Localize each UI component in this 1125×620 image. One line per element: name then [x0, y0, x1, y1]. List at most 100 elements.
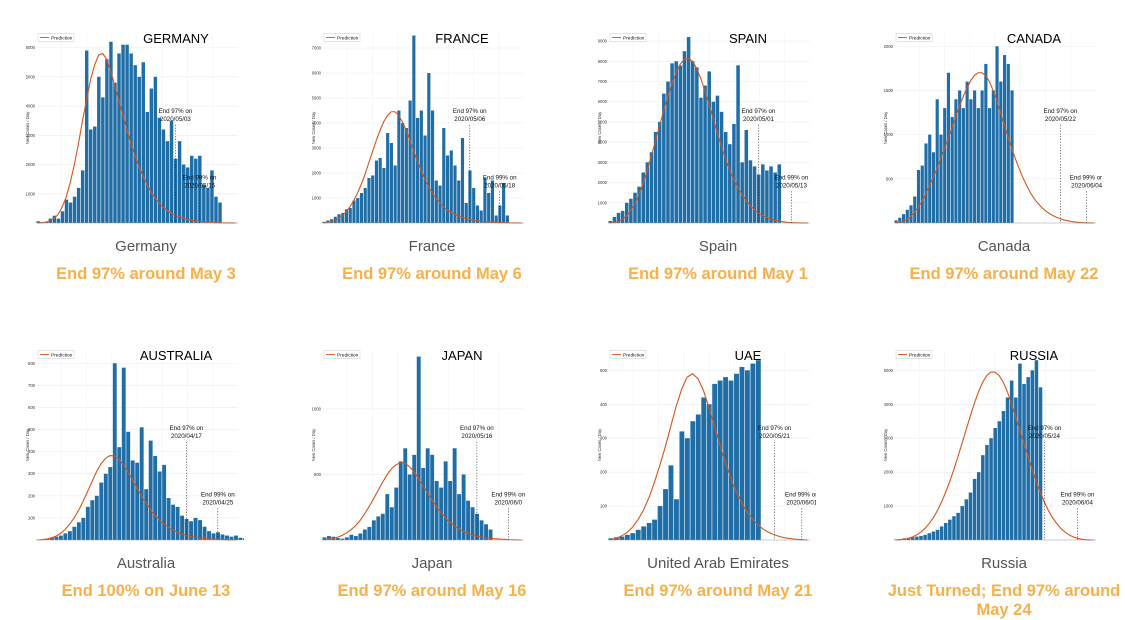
data-bar — [969, 493, 973, 541]
data-bar — [461, 138, 464, 223]
data-bar — [921, 166, 924, 223]
data-bar — [716, 96, 720, 223]
data-bar — [336, 538, 340, 540]
y-axis-label: New Cases / Day — [598, 428, 602, 461]
data-bar — [409, 101, 412, 224]
data-bar — [73, 197, 76, 223]
data-bar — [358, 533, 362, 540]
data-bar — [182, 165, 185, 223]
data-bar — [113, 83, 116, 223]
data-bar — [695, 67, 699, 223]
data-bar — [81, 170, 84, 223]
data-bar — [674, 499, 679, 540]
data-bar — [427, 73, 430, 223]
data-bar — [431, 111, 434, 224]
data-bar — [140, 427, 144, 540]
end-estimate-caption: End 97% around May 22 — [874, 265, 1125, 284]
data-bar — [85, 51, 88, 223]
y-tick-label: 2000 — [884, 44, 894, 49]
data-bar — [749, 160, 753, 223]
y-tick-label: 2000 — [26, 162, 36, 167]
data-bar — [142, 62, 145, 223]
data-bar — [154, 77, 157, 223]
data-bar — [403, 448, 407, 540]
data-bar — [621, 211, 625, 223]
end99-marker-label: End 99% on — [183, 174, 217, 181]
data-bar — [89, 129, 92, 223]
data-bar — [969, 99, 972, 223]
data-bar — [1014, 398, 1018, 541]
data-bar — [397, 111, 400, 224]
y-tick-label: 5000 — [312, 96, 322, 101]
y-tick-label: 200 — [28, 493, 36, 498]
data-bar — [446, 156, 449, 224]
data-bar — [117, 53, 120, 223]
chart-title: GERMANY — [143, 31, 209, 46]
data-bar — [962, 108, 965, 223]
y-tick-label: 2000 — [312, 171, 322, 176]
data-bar — [1018, 364, 1022, 540]
data-bar — [174, 159, 177, 223]
end97-marker-label: End 97% on — [742, 108, 776, 115]
data-bar — [126, 432, 130, 540]
data-bar — [401, 123, 404, 223]
data-bar — [718, 381, 723, 540]
data-bar — [952, 516, 956, 540]
data-bar — [158, 472, 162, 540]
data-bar — [1031, 370, 1035, 540]
end99-marker-date: 2020/05/13 — [776, 182, 808, 189]
y-axis-label: New Cases / Day — [312, 428, 316, 461]
y-axis-label: New Cases / Day — [884, 428, 888, 461]
data-bar — [153, 456, 157, 540]
data-bar — [641, 526, 646, 540]
chart-title: CANADA — [1007, 31, 1062, 46]
y-tick-label: 600 — [28, 405, 36, 410]
data-bar — [936, 530, 940, 540]
data-bar — [951, 117, 954, 223]
data-bar — [960, 506, 964, 540]
data-bar — [150, 89, 153, 223]
data-bar — [943, 108, 946, 223]
end97-marker-label: End 97% on — [460, 425, 494, 432]
data-bar — [356, 198, 359, 223]
data-bar — [1010, 90, 1013, 223]
data-bar — [77, 188, 80, 223]
data-bar — [936, 99, 939, 223]
data-bar — [162, 465, 166, 540]
data-bar — [765, 170, 769, 223]
data-bar — [940, 526, 944, 540]
y-tick-label: 9000 — [598, 39, 608, 44]
data-bar — [923, 535, 927, 540]
country-label: Canada — [884, 238, 1124, 255]
data-bar — [146, 112, 149, 223]
data-bar — [135, 463, 139, 540]
end-estimate-caption: End 97% around May 1 — [588, 265, 848, 284]
data-bar — [625, 203, 629, 223]
data-bar — [977, 108, 980, 223]
data-bar — [932, 532, 936, 540]
y-tick-label: 200 — [600, 470, 608, 475]
legend-label: Prediction — [909, 352, 931, 358]
y-tick-label: 500 — [314, 472, 322, 477]
y-tick-label: 4000 — [884, 402, 894, 407]
data-bar — [101, 97, 104, 223]
data-bar — [973, 90, 976, 223]
chart-title: JAPAN — [442, 348, 483, 363]
end99-marker-date: 2020/04/25 — [202, 499, 234, 506]
data-bar — [753, 166, 757, 223]
data-bar — [408, 474, 412, 540]
end99-marker-label: End 99% on — [775, 174, 809, 181]
country-label: Spain — [598, 238, 838, 255]
data-bar — [947, 73, 950, 223]
y-tick-label: 6000 — [26, 45, 36, 50]
end97-marker-label: End 97% on — [1044, 108, 1078, 115]
data-bar — [1003, 55, 1006, 223]
data-bar — [472, 188, 475, 223]
country-label: United Arab Emirates — [598, 555, 838, 572]
data-bar — [144, 489, 148, 540]
data-bar — [701, 398, 706, 541]
chart-title: SPAIN — [729, 31, 767, 46]
